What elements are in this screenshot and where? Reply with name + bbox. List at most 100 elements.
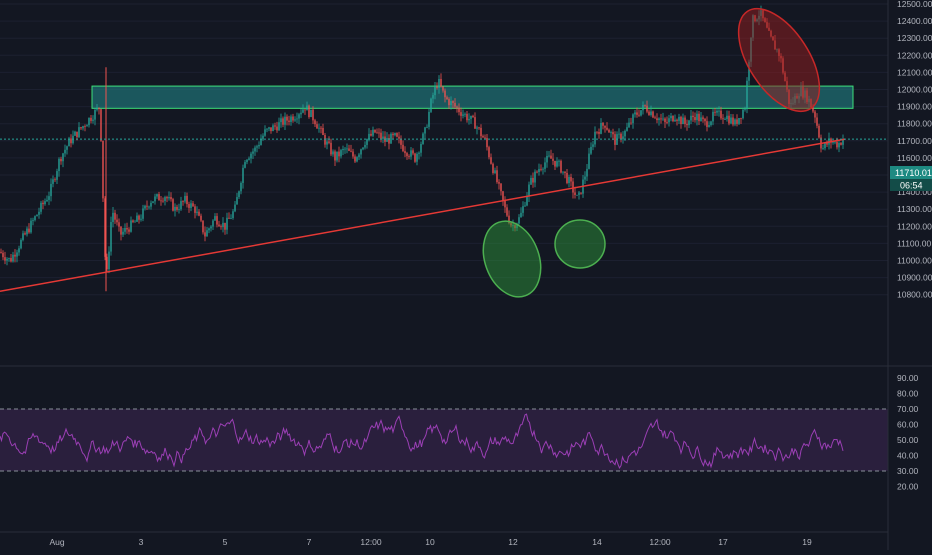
candle-body: [532, 177, 534, 183]
candle-body: [48, 196, 50, 200]
candle-body: [134, 221, 136, 223]
candle-body: [550, 155, 552, 159]
rsi-panel[interactable]: [0, 408, 888, 472]
candle-body: [164, 197, 166, 202]
candle-body: [82, 126, 84, 129]
candle-body: [154, 196, 156, 202]
candle-body: [678, 116, 680, 121]
candle-body: [514, 225, 516, 229]
candle-body: [320, 127, 322, 129]
candle-body: [712, 111, 714, 122]
candle-body: [580, 192, 582, 194]
candle-body: [248, 158, 250, 160]
candle-body: [190, 203, 192, 208]
candle-body: [674, 119, 676, 122]
candle-body: [542, 168, 544, 170]
rsi-tick-label: 20.00: [897, 482, 919, 492]
resistance-zone[interactable]: [91, 85, 854, 109]
bar-countdown: 06:54: [900, 181, 923, 191]
candle-body: [518, 217, 520, 224]
rsi-axis[interactable]: 90.00 80.00 70.00 60.00 50.00 40.00 30.00 20.00: [897, 373, 919, 492]
candle-body: [570, 176, 572, 182]
candle-body: [428, 111, 430, 127]
candle-body: [340, 150, 342, 157]
candle-body: [622, 136, 624, 140]
candle-body: [538, 168, 540, 173]
candle-body: [166, 197, 168, 199]
candle-body: [328, 141, 330, 143]
candle-body: [386, 138, 388, 142]
support-trendline[interactable]: [0, 138, 846, 293]
candle-body: [162, 200, 164, 202]
candle-body: [426, 126, 428, 128]
candle-body: [58, 158, 60, 172]
candle-body: [214, 216, 216, 221]
candle-body: [296, 118, 298, 120]
candle-body: [640, 110, 642, 116]
candle-body: [666, 122, 668, 123]
candle-body: [288, 120, 290, 122]
time-tick-label: 5: [223, 537, 228, 547]
candle-body: [730, 117, 732, 124]
rsi-tick-label: 30.00: [897, 466, 919, 476]
candle-body: [52, 179, 54, 184]
rsi-tick-label: 60.00: [897, 420, 919, 430]
candle-body: [244, 162, 246, 168]
candle-body: [738, 118, 740, 124]
candle-body: [446, 97, 448, 100]
candle-body: [698, 113, 700, 122]
candle-body: [434, 86, 436, 96]
price-axis[interactable]: 12500.00 12400.00 12300.00 12200.00 12100.00…: [897, 0, 932, 300]
price-panel[interactable]: [0, 0, 888, 305]
candle-body: [356, 157, 358, 162]
candle-body: [140, 218, 142, 220]
candle-body: [452, 101, 454, 103]
candle-body: [178, 209, 180, 211]
candle-body: [614, 134, 616, 145]
highlight-ellipse-green-2[interactable]: [554, 219, 606, 269]
candle-body: [480, 127, 482, 137]
candle-body: [126, 228, 128, 230]
candle-body: [364, 144, 366, 148]
candle-body: [558, 160, 560, 162]
rsi-tick-label: 70.00: [897, 404, 919, 414]
candle-body: [826, 143, 828, 145]
candle-body: [486, 138, 488, 148]
candle-body: [262, 135, 264, 140]
candle-body: [212, 220, 214, 227]
candle-body: [28, 228, 30, 233]
price-tick-label: 11400.00: [897, 187, 932, 197]
time-axis[interactable]: Aug 3 5 7 12:00 10 12 14 12:00 17 19: [49, 537, 812, 547]
candle-body: [400, 138, 402, 145]
candle-body: [670, 115, 672, 119]
candle-body: [196, 211, 198, 213]
candle-body: [2, 252, 4, 258]
highlight-ellipse-red[interactable]: [722, 0, 835, 125]
candle-body: [824, 143, 826, 149]
candle-body: [818, 125, 820, 138]
time-tick-label: 17: [718, 537, 728, 547]
candle-body: [362, 147, 364, 150]
candle-body: [394, 133, 396, 136]
candle-body: [278, 122, 280, 131]
time-tick-label: 7: [307, 537, 312, 547]
candle-body: [512, 225, 514, 226]
candle-body: [438, 78, 440, 88]
candle-body: [546, 156, 548, 163]
candle-body: [200, 215, 202, 221]
price-tick-label: 11800.00: [897, 119, 932, 129]
candle-body: [576, 194, 578, 196]
candle-body: [816, 117, 818, 126]
candle-body: [232, 211, 234, 218]
highlight-ellipse-green-1[interactable]: [473, 213, 550, 305]
time-tick-label: Aug: [49, 537, 64, 547]
rsi-line: [0, 413, 844, 469]
candle-body: [408, 156, 410, 157]
candle-body: [236, 197, 238, 205]
candle-body: [516, 223, 518, 229]
candle-body: [110, 222, 112, 252]
candle-body: [612, 132, 614, 135]
candle-body: [476, 127, 478, 129]
candle-body: [324, 134, 326, 145]
